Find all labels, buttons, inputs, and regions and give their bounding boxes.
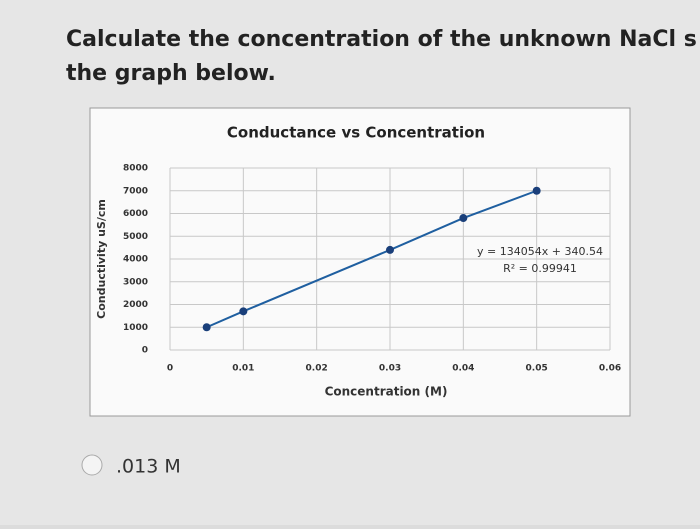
question-text: the graph below. [66,61,276,86]
y-tick-label: 6000 [123,209,148,219]
trendline-label: y = 134054x + 340.54 [477,245,603,258]
data-point [386,245,394,254]
question-text: Calculate the concentration of the unkno… [66,27,697,52]
y-tick-label: 7000 [123,186,148,196]
x-tick-label: 0.04 [452,364,474,374]
y-tick-label: 3000 [123,277,148,287]
x-tick-label: 0.06 [599,364,621,374]
y-tick-label: 0 [142,346,148,356]
option-text[interactable]: .013 M [116,456,181,478]
x-tick-label: 0.02 [306,364,328,374]
x-tick-label: 0.05 [526,364,548,374]
x-axis-title: Concentration (M) [325,385,448,399]
chart-title: Conductance vs Concentration [227,124,485,142]
y-axis-title: Conductivity uS/cm [95,199,108,319]
data-point [239,307,248,316]
x-tick-label: 0.03 [379,364,401,374]
y-tick-label: 4000 [123,255,148,265]
y-tick-label: 2000 [123,300,148,310]
y-tick-label: 1000 [123,323,148,333]
x-tick-label: 0 [167,364,173,374]
data-point [202,323,211,332]
radio-button[interactable] [81,454,103,476]
trendline-label: R² = 0.99941 [503,262,577,275]
y-tick-label: 8000 [123,164,148,174]
data-point [459,214,468,223]
x-tick-label: 0.01 [232,364,254,374]
data-point [532,186,541,195]
plot-area: 0 1000 2000 3000 4000 5000 6000 7000 8000 0 0.01 0.… [123,164,621,374]
y-tick-label: 5000 [123,232,148,242]
